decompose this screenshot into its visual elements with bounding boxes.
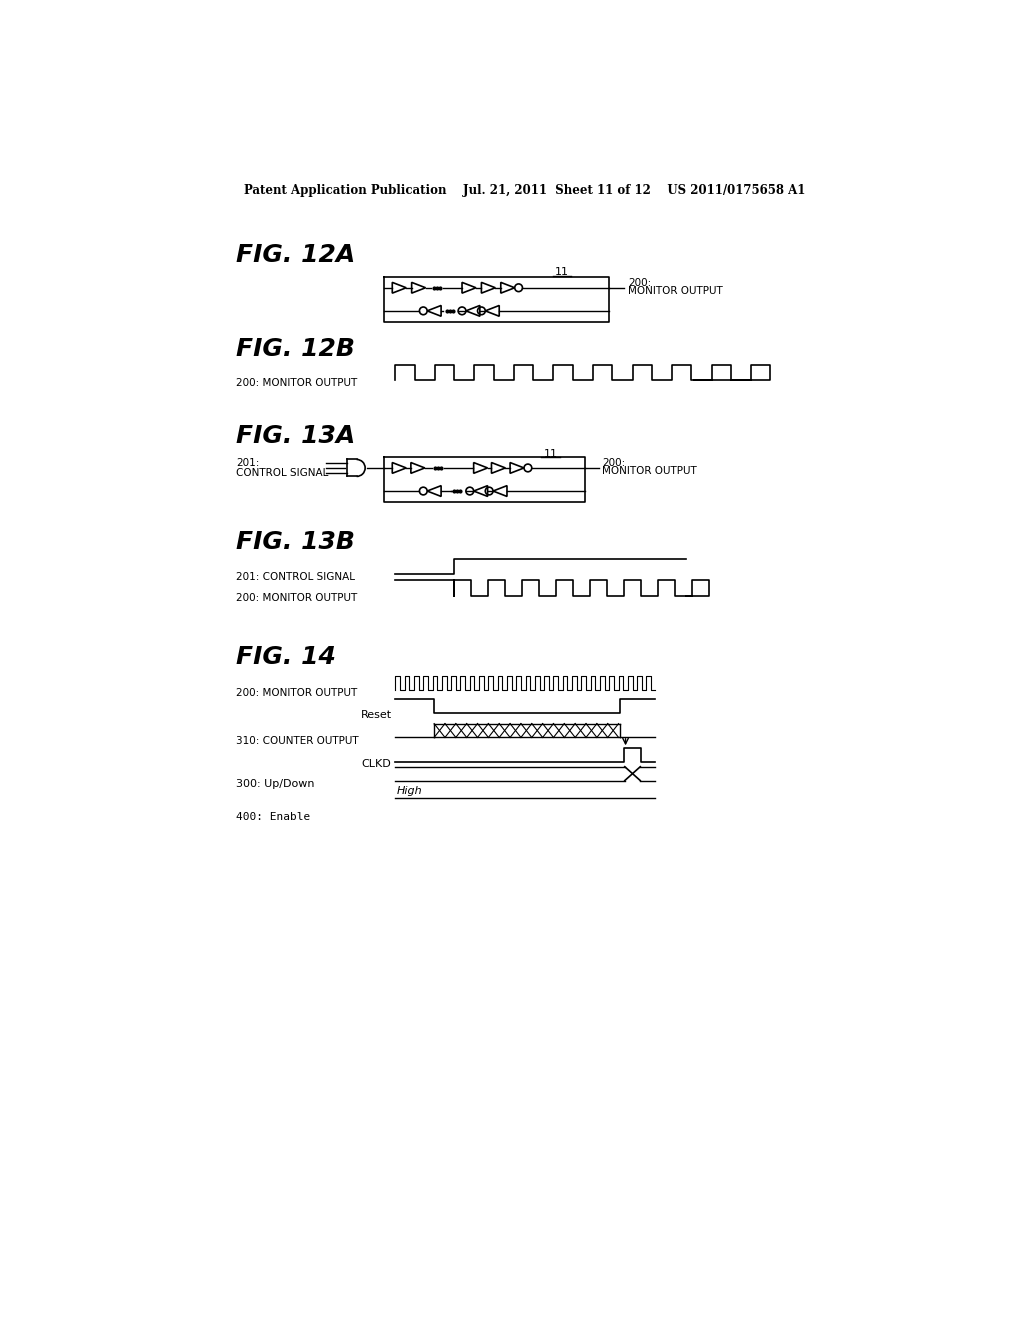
Text: 201:: 201: bbox=[237, 458, 260, 469]
Text: CLKD: CLKD bbox=[361, 759, 391, 770]
Text: 11: 11 bbox=[544, 449, 557, 459]
Text: Patent Application Publication    Jul. 21, 2011  Sheet 11 of 12    US 2011/01756: Patent Application Publication Jul. 21, … bbox=[244, 185, 806, 197]
Text: 300: Up/Down: 300: Up/Down bbox=[237, 779, 315, 788]
Text: CONTROL SIGNAL: CONTROL SIGNAL bbox=[237, 467, 329, 478]
Text: 200:: 200: bbox=[602, 458, 626, 469]
Text: 11: 11 bbox=[555, 268, 569, 277]
Text: MONITOR OUTPUT: MONITOR OUTPUT bbox=[628, 286, 723, 296]
Text: FIG. 12A: FIG. 12A bbox=[237, 243, 355, 267]
Text: 201: CONTROL SIGNAL: 201: CONTROL SIGNAL bbox=[237, 572, 355, 582]
Text: 200:: 200: bbox=[628, 279, 651, 288]
Text: MONITOR OUTPUT: MONITOR OUTPUT bbox=[602, 466, 697, 477]
Text: FIG. 14: FIG. 14 bbox=[237, 645, 336, 669]
Text: FIG. 13B: FIG. 13B bbox=[237, 529, 355, 554]
Text: 200: MONITOR OUTPUT: 200: MONITOR OUTPUT bbox=[237, 688, 357, 698]
Text: FIG. 13A: FIG. 13A bbox=[237, 424, 355, 447]
Text: 310: COUNTER OUTPUT: 310: COUNTER OUTPUT bbox=[237, 735, 359, 746]
Text: High: High bbox=[397, 787, 423, 796]
Text: 200: MONITOR OUTPUT: 200: MONITOR OUTPUT bbox=[237, 379, 357, 388]
Text: Reset: Reset bbox=[360, 710, 391, 721]
Text: 200: MONITOR OUTPUT: 200: MONITOR OUTPUT bbox=[237, 593, 357, 603]
Text: FIG. 12B: FIG. 12B bbox=[237, 338, 355, 362]
Text: 400: Enable: 400: Enable bbox=[237, 812, 310, 822]
